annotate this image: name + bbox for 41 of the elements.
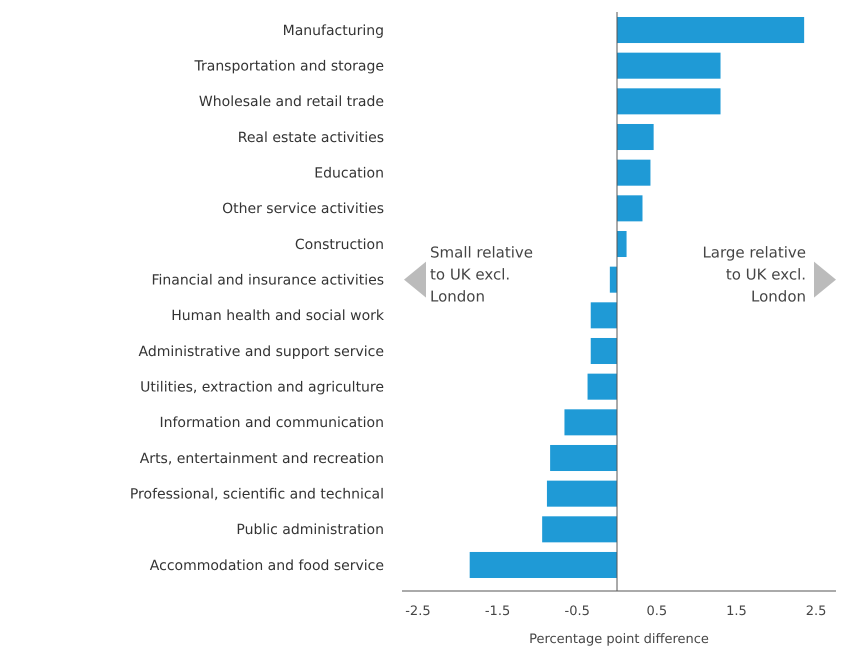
y-tick-label: Human health and social work	[171, 308, 385, 324]
bar	[617, 195, 642, 222]
x-tick-label: 2.5	[806, 604, 826, 619]
bar	[617, 230, 627, 258]
bar	[546, 480, 618, 507]
y-tick-label: Wholesale and retail trade	[198, 94, 384, 110]
y-tick-label: Other service activities	[222, 201, 384, 218]
y-tick-label: Financial and insurance activities	[151, 272, 384, 289]
bar	[610, 266, 618, 293]
bar	[617, 16, 804, 44]
bar	[617, 160, 650, 186]
y-tick-label: Information and communication	[159, 415, 384, 432]
y-tick-label: Education	[314, 166, 384, 182]
bar	[470, 552, 618, 578]
y-tick-label: Public administration	[236, 522, 384, 538]
y-tick-label: Transportation and storage	[193, 58, 384, 75]
y-tick-label: Administrative and support service	[138, 344, 384, 360]
bar	[590, 338, 618, 364]
y-tick-label: Professional, scientific and technical	[130, 486, 384, 503]
bar	[564, 409, 618, 436]
bar	[588, 374, 618, 400]
bar	[617, 124, 654, 150]
bar	[550, 444, 618, 472]
x-tick-label: -1.5	[484, 604, 510, 619]
y-tick-label: Utilities, extraction and agriculture	[140, 380, 384, 396]
x-tick-label: -2.5	[405, 604, 431, 619]
bar	[617, 52, 721, 79]
bar	[617, 88, 721, 114]
y-tick-label: Accommodation and food service	[150, 558, 384, 574]
bar	[590, 302, 618, 328]
x-tick-label: -0.5	[564, 604, 590, 619]
y-tick-label: Real estate activities	[238, 130, 384, 146]
x-tick-label: 1.5	[726, 604, 747, 619]
y-tick-label: Manufacturing	[282, 22, 384, 39]
annotation: Small relative to UK excl. London	[430, 244, 534, 306]
x-tick-label: 0.5	[646, 604, 668, 619]
annotation: Large relative to UK excl. London	[702, 244, 806, 306]
bar	[542, 516, 618, 542]
x-axis-title: Percentage point difference	[529, 632, 709, 647]
y-tick-label: Arts, entertainment and recreation	[140, 450, 384, 467]
y-tick-label: Construction	[294, 236, 384, 253]
